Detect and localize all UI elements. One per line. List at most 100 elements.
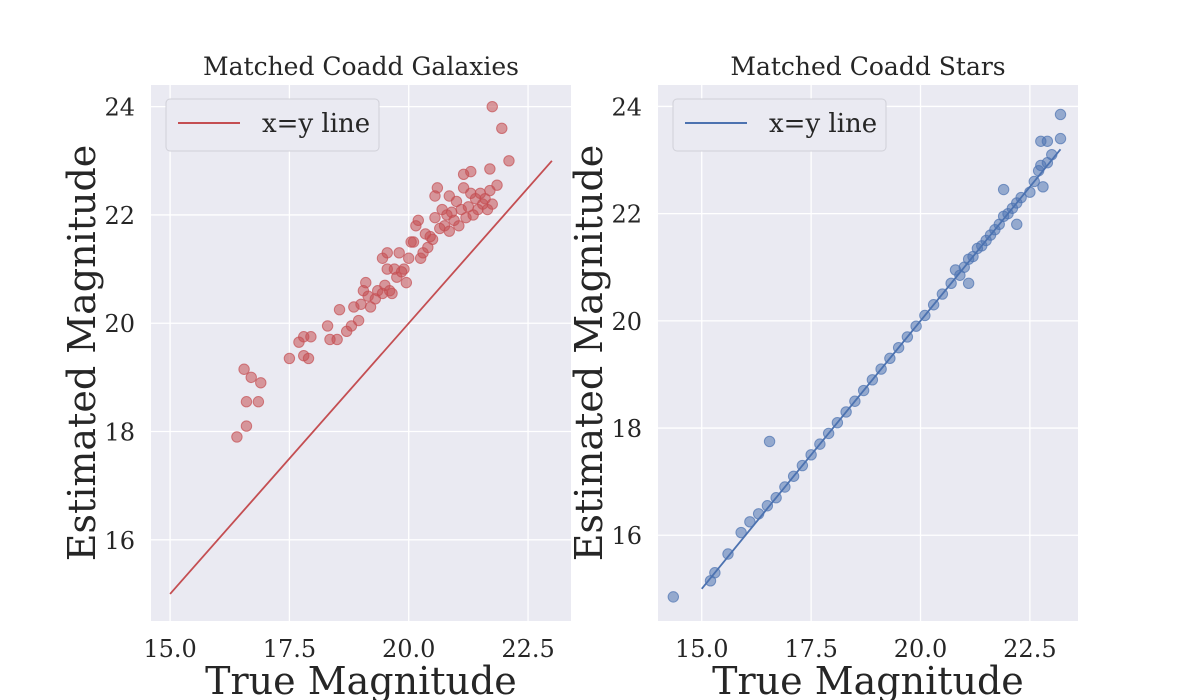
galaxies-scatter-point (231, 431, 243, 443)
stars-scatter-point (1011, 218, 1023, 231)
galaxies-ticks: 15.0 17.5 20.0 22.5 16 18 20 22 24 (104, 94, 554, 663)
stars-scatter-point (866, 374, 879, 386)
stars-scatter-point (1054, 132, 1067, 145)
stars-scatter-point (761, 500, 774, 512)
galaxies-x-tick-label: 20.0 (382, 635, 435, 663)
stars-y-tick-label: 24 (611, 93, 642, 121)
stars-scatter-point (892, 341, 905, 354)
stars-x-tick-label: 20.0 (894, 635, 947, 663)
stars-y-tick-label: 22 (611, 201, 642, 229)
stars-scatter-point (901, 331, 914, 343)
galaxies-scatter-point (333, 303, 346, 316)
stars-x-tick-label: 22.5 (1003, 635, 1056, 663)
galaxies-y-tick-label: 20 (104, 310, 135, 338)
galaxies-y-tick-label: 18 (104, 419, 135, 447)
stars-title: Matched Coadd Stars (730, 52, 1005, 81)
stars-legend-box (672, 98, 887, 152)
galaxies-scatter-point (412, 214, 424, 227)
galaxies-scatter-point (426, 233, 439, 246)
stars-scatter-point (831, 416, 844, 429)
stars-ticks: 15.0 17.5 20.0 22.5 16 18 20 22 24 (611, 93, 1056, 663)
stars-y-tick-label: 18 (611, 415, 642, 443)
stars-scatter-point (1024, 186, 1036, 198)
galaxies-plot-area (151, 85, 571, 621)
stars-y-tick-label: 20 (611, 308, 642, 336)
stars-scatter-point (805, 449, 817, 461)
galaxies-scatter-point (283, 352, 296, 365)
galaxies-scatter-point (429, 211, 441, 224)
galaxies-scatter-point (486, 198, 498, 210)
galaxies-scatter-point (484, 163, 496, 175)
stars-scatter-point (1046, 148, 1058, 161)
galaxies-scatter-point (302, 352, 315, 365)
stars-scatter-point (744, 516, 756, 528)
galaxies-scatter-point (443, 225, 455, 237)
stars-scatter-point (722, 548, 734, 560)
stars-scatter-point (857, 384, 870, 397)
galaxies-scatter-point (465, 165, 477, 178)
galaxies-scatter-point (240, 420, 253, 432)
galaxies-y-tick-label: 16 (104, 527, 135, 555)
stars-scatter-point (1015, 191, 1027, 204)
stars-scatter-point (1037, 181, 1049, 193)
galaxies-panel: 15.0 17.5 20.0 22.5 16 18 20 22 24 Matched Coadd… (60, 52, 571, 700)
stars-scatter-point (779, 481, 791, 493)
galaxies-scatter-point (503, 155, 515, 167)
stars-scatter-point (936, 288, 949, 300)
galaxies-scatter-point (331, 333, 343, 346)
galaxies-x-tick-label: 15.0 (143, 635, 196, 663)
stars-legend-label: x=y line (769, 109, 877, 139)
stars-scatter-point (875, 363, 887, 375)
galaxies-legend-label: x=y line (262, 109, 370, 139)
stars-scatter-point (910, 320, 922, 332)
galaxies-legend: x=y line (165, 98, 380, 152)
stars-scatter-point (962, 277, 975, 290)
galaxies-scatter-point (398, 263, 410, 275)
stars-y-tick-label: 16 (611, 522, 642, 550)
galaxies-scatter-point (486, 100, 498, 113)
stars-legend: x=y line (672, 98, 887, 152)
galaxies-legend-box (165, 98, 380, 152)
galaxies-marks (169, 100, 553, 595)
galaxies-scatter-point (386, 287, 398, 300)
galaxies-scatter-point (321, 320, 334, 332)
galaxies-scatter-point (252, 396, 265, 408)
galaxies-x-tick-label: 22.5 (501, 635, 554, 663)
galaxies-scatter-point (352, 314, 365, 327)
galaxies-scatter-point (491, 179, 503, 191)
stars-scatter-point (840, 406, 852, 418)
stars-scatter-point (752, 508, 765, 520)
stars-ylabel: Estimated Magnitude (567, 145, 611, 562)
stars-scatter-point (849, 395, 861, 407)
galaxies-xy-line (169, 160, 553, 595)
stars-scatter-point (763, 435, 776, 448)
galaxies-scatter-point (245, 371, 257, 384)
galaxies-y-tick-label: 24 (104, 94, 135, 122)
stars-scatter-point (1054, 108, 1067, 121)
galaxies-scatter-point (393, 247, 405, 259)
galaxies-scatter-point (496, 122, 508, 135)
stars-scatter-point (709, 567, 721, 579)
galaxies-scatter-point (403, 252, 415, 264)
stars-x-tick-label: 15.0 (675, 635, 728, 663)
galaxies-ylabel: Estimated Magnitude (60, 145, 104, 562)
galaxies-scatter-point (360, 276, 372, 289)
galaxies-x-tick-label: 17.5 (263, 635, 316, 663)
galaxies-scatter-point (400, 276, 413, 289)
galaxies-scatter-point (238, 363, 250, 375)
stars-scatter-point (945, 277, 957, 290)
stars-x-tick-label: 17.5 (784, 635, 837, 663)
stars-scatter-point (814, 438, 826, 450)
galaxies-scatter-point (407, 236, 420, 248)
stars-scatter-point (770, 492, 782, 504)
galaxies-scatter-point (305, 331, 317, 343)
stars-scatter-point (787, 470, 800, 482)
galaxies-y-tick-label: 22 (104, 202, 135, 230)
stars-scatter-point (927, 299, 940, 311)
stars-scatter-point (1041, 135, 1054, 147)
stars-scatter-point (997, 183, 1010, 196)
stars-scatter-point (796, 459, 809, 472)
stars-scatter-point (1028, 175, 1040, 188)
stars-plot-area (658, 85, 1078, 621)
